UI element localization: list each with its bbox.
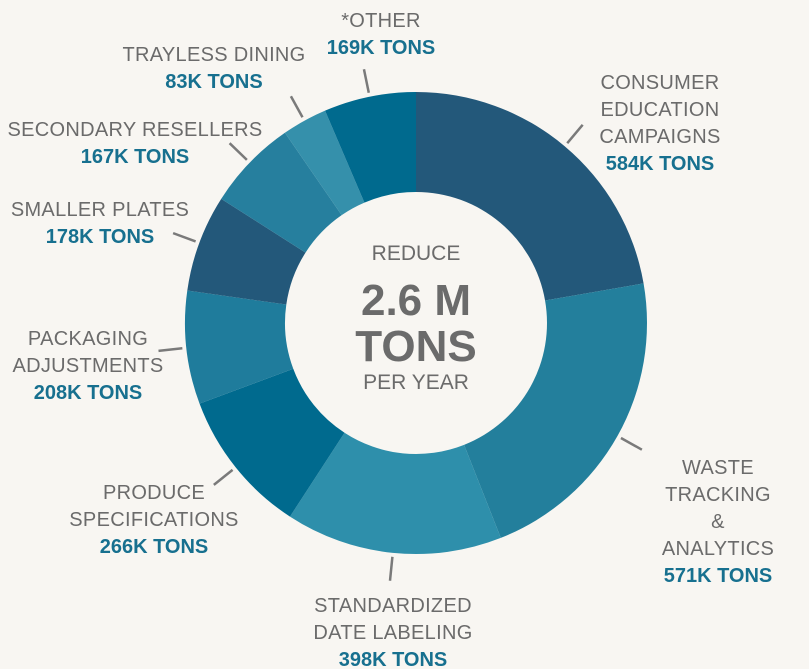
leader-line [566, 123, 584, 144]
donut-segment [184, 290, 294, 404]
leader-line [158, 347, 183, 353]
center-top: REDUCE [371, 242, 461, 265]
donut-segment [284, 110, 365, 216]
segment-label: SMALLER PLATES 178K TONS [11, 197, 189, 251]
center-main: 2.6 M TONS [355, 276, 477, 371]
value-label: 167K TONS [80, 146, 190, 168]
segment-label: WASTE TRACKING & ANALYTICS 571K TONS [662, 455, 774, 590]
category-label: TRAYLESS DINING [122, 44, 306, 66]
value-label: 208K TONS [33, 382, 143, 404]
category-label: WASTE TRACKING & ANALYTICS [661, 457, 775, 560]
category-label: PRODUCE SPECIFICATIONS [69, 482, 239, 531]
category-label: SECONDARY RESELLERS [7, 119, 263, 141]
category-label: STANDARDIZED DATE LABELING [313, 595, 473, 644]
center-bottom: PER YEAR [363, 371, 469, 394]
value-label: 169K TONS [326, 37, 436, 59]
donut-segment [221, 132, 342, 253]
donut-segment [289, 432, 501, 554]
donut-segment [464, 283, 647, 538]
segment-label: TRAYLESS DINING 83K TONS [122, 42, 305, 96]
value-label: 83K TONS [165, 71, 263, 93]
leader-line [388, 556, 394, 581]
category-label: SMALLER PLATES [10, 199, 190, 221]
donut-segment [187, 198, 306, 305]
value-label: 178K TONS [45, 226, 155, 248]
segment-label: CONSUMER EDUCATION CAMPAIGNS 584K TONS [586, 70, 735, 178]
value-label: 584K TONS [605, 153, 715, 175]
value-label: 398K TONS [338, 649, 448, 669]
category-label: PACKAGING ADJUSTMENTS [12, 328, 164, 377]
value-label: 266K TONS [99, 536, 209, 558]
leader-line [289, 95, 304, 118]
category-label: CONSUMER EDUCATION CAMPAIGNS [599, 72, 721, 148]
donut-segment [416, 92, 644, 301]
donut-segment [199, 368, 345, 517]
segment-label: PRODUCE SPECIFICATIONS 266K TONS [69, 480, 238, 561]
leader-line [172, 231, 197, 243]
donut-segment [325, 92, 416, 203]
segment-label: SECONDARY RESELLERS 167K TONS [7, 117, 262, 171]
segment-label: *OTHER 169K TONS [327, 8, 436, 62]
leader-line [228, 142, 248, 161]
leader-line [213, 468, 234, 486]
segment-label: STANDARDIZED DATE LABELING 398K TONS [313, 593, 472, 669]
category-label: *OTHER [341, 10, 421, 32]
segment-label: PACKAGING ADJUSTMENTS 208K TONS [12, 326, 163, 407]
leader-line [362, 69, 370, 94]
value-label: 571K TONS [663, 565, 773, 587]
leader-line [620, 436, 643, 451]
